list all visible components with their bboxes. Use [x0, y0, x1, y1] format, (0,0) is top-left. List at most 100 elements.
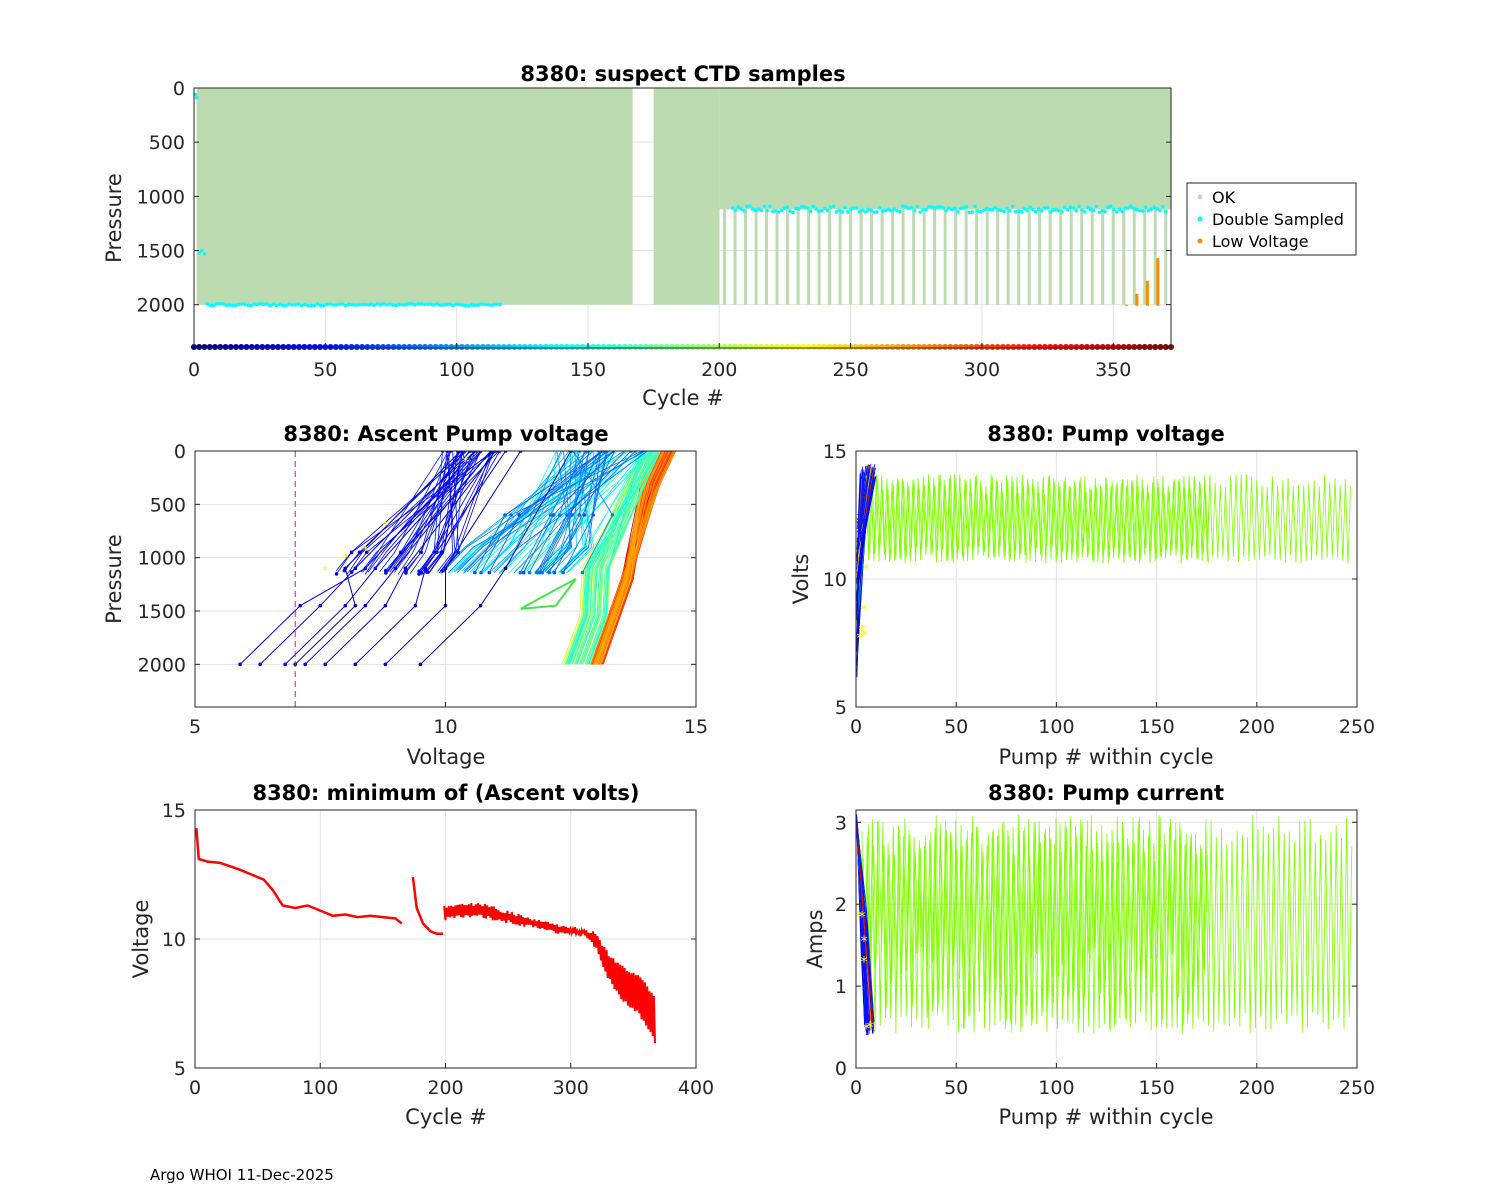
cycle-color-marker	[616, 344, 623, 350]
cycle-color-marker	[380, 344, 387, 350]
cycle-color-marker	[900, 344, 907, 350]
cycle-color-marker	[1078, 344, 1085, 350]
ascent-cycle-line	[475, 451, 609, 572]
pumpv-yellow-marker: *	[859, 623, 866, 639]
double-sampled-point	[958, 206, 963, 211]
minv-xtick-label: 200	[427, 1077, 463, 1099]
double-sampled-point	[321, 303, 326, 308]
double-sampled-point	[1002, 209, 1006, 214]
cycle-color-marker	[858, 344, 865, 350]
double-sampled-point	[1077, 204, 1081, 209]
double-sampled-point	[441, 303, 446, 307]
minv-ytick-label: 5	[174, 1058, 186, 1080]
cycle-color-marker	[427, 344, 434, 350]
cycle-color-marker	[653, 344, 660, 350]
pumpi-yellow-marker: *	[859, 909, 866, 925]
double-sampled-point	[444, 302, 449, 307]
ascent-sample-point	[591, 513, 595, 517]
cycle-color-marker	[658, 344, 665, 350]
double-sampled-point	[765, 208, 769, 213]
minv-xtick-label: 300	[553, 1077, 589, 1099]
ascent-cycle-line	[586, 451, 660, 665]
double-sampled-point	[1010, 204, 1015, 209]
cycle-color-marker	[1010, 344, 1017, 350]
cycle-color-marker	[926, 344, 933, 350]
double-sampled-point	[745, 204, 749, 209]
pumpv-ytick-label: 5	[835, 697, 847, 719]
ascent-cycle-line	[482, 451, 608, 572]
pumpv-xtick-label: 150	[1138, 716, 1174, 738]
cycle-color-marker	[275, 344, 282, 350]
minv-title: 8380: minimum of (Ascent volts)	[252, 781, 639, 805]
ascent-sample-point	[349, 570, 354, 574]
cycle-color-marker	[411, 344, 418, 350]
cycle-color-marker	[779, 344, 786, 350]
pumpi-axes-frame	[855, 809, 1358, 1069]
double-sampled-point	[227, 303, 231, 307]
cycle-color-marker	[1073, 344, 1080, 350]
cycle-color-marker	[936, 344, 943, 350]
double-sampled-point	[898, 209, 902, 214]
pumpi-xtick-label: 100	[1038, 1077, 1074, 1099]
ascent-cycle-line	[520, 451, 643, 572]
double-sampled-point	[353, 303, 358, 307]
double-sampled-point	[1039, 209, 1044, 213]
double-sampled-point	[466, 303, 471, 308]
double-sampled-point	[239, 302, 244, 306]
ascent-sample-point	[424, 568, 428, 573]
double-sampled-point	[903, 205, 908, 209]
double-sampled-point	[495, 302, 499, 307]
ascent-cycle-line	[393, 451, 451, 573]
cycle-color-marker	[1047, 344, 1054, 350]
double-sampled-point	[750, 207, 755, 211]
cycle-color-marker	[753, 344, 760, 350]
double-sampled-point	[1120, 209, 1125, 214]
double-sampled-point	[331, 303, 335, 307]
cycle-color-marker	[968, 344, 975, 350]
ascent-cycle-line	[461, 451, 590, 572]
double-sampled-point	[463, 303, 468, 308]
ascent-sample-point	[566, 513, 571, 517]
ascent-sample-point	[353, 603, 358, 608]
double-sampled-point	[771, 209, 775, 213]
double-sampled-point	[293, 302, 298, 307]
double-sampled-point	[915, 204, 920, 209]
double-sampled-point	[299, 303, 304, 308]
ascent-ytick-label: 1000	[138, 548, 186, 570]
cycle-color-marker	[495, 344, 502, 350]
ascent-ytick-label: 0	[174, 441, 186, 463]
double-sampled-point	[944, 208, 948, 213]
double-sampled-point	[851, 206, 856, 210]
pumpi-yellow-marker: *	[861, 934, 868, 950]
pumpi-cycle-line	[856, 823, 875, 1023]
pumpv-ylabel: Volts	[789, 554, 813, 605]
double-sampled-point	[993, 205, 998, 210]
ascent-cycle-line	[588, 451, 642, 665]
ascent-sample-point	[303, 662, 308, 667]
ascent-sample-point	[536, 570, 541, 575]
pumpv-xtick-label: 250	[1339, 716, 1375, 738]
cycle-color-marker	[448, 344, 455, 350]
cycle-color-marker	[437, 344, 444, 350]
double-sampled-point	[303, 302, 307, 307]
ascent-ytick-label: 2000	[138, 654, 186, 676]
ctd-ylabel: Pressure	[102, 173, 126, 263]
double-sampled-point	[340, 302, 345, 306]
ascent-cycle-line	[387, 451, 470, 573]
ascent-cycle-line	[448, 451, 646, 574]
cycle-color-marker	[385, 344, 392, 350]
cycle-color-marker	[401, 344, 408, 350]
ascent-sample-point	[439, 550, 443, 555]
double-sampled-point	[1068, 205, 1073, 210]
pumpv-xtick-label: 50	[944, 716, 968, 738]
ascent-yellow-marker: *	[342, 551, 348, 565]
cycle-color-marker	[217, 344, 224, 350]
minv-ytick-label: 10	[162, 929, 186, 951]
cycle-color-marker	[338, 344, 345, 350]
cycle-color-marker	[989, 344, 996, 350]
double-sampled-point	[1097, 210, 1102, 215]
pumpi-yellow-marker: *	[861, 955, 868, 971]
double-sampled-point	[1080, 208, 1084, 212]
ctd-ticks: 0 50 100 150 200 250 300 350 0 500 1000 1500 2000	[137, 78, 1171, 381]
